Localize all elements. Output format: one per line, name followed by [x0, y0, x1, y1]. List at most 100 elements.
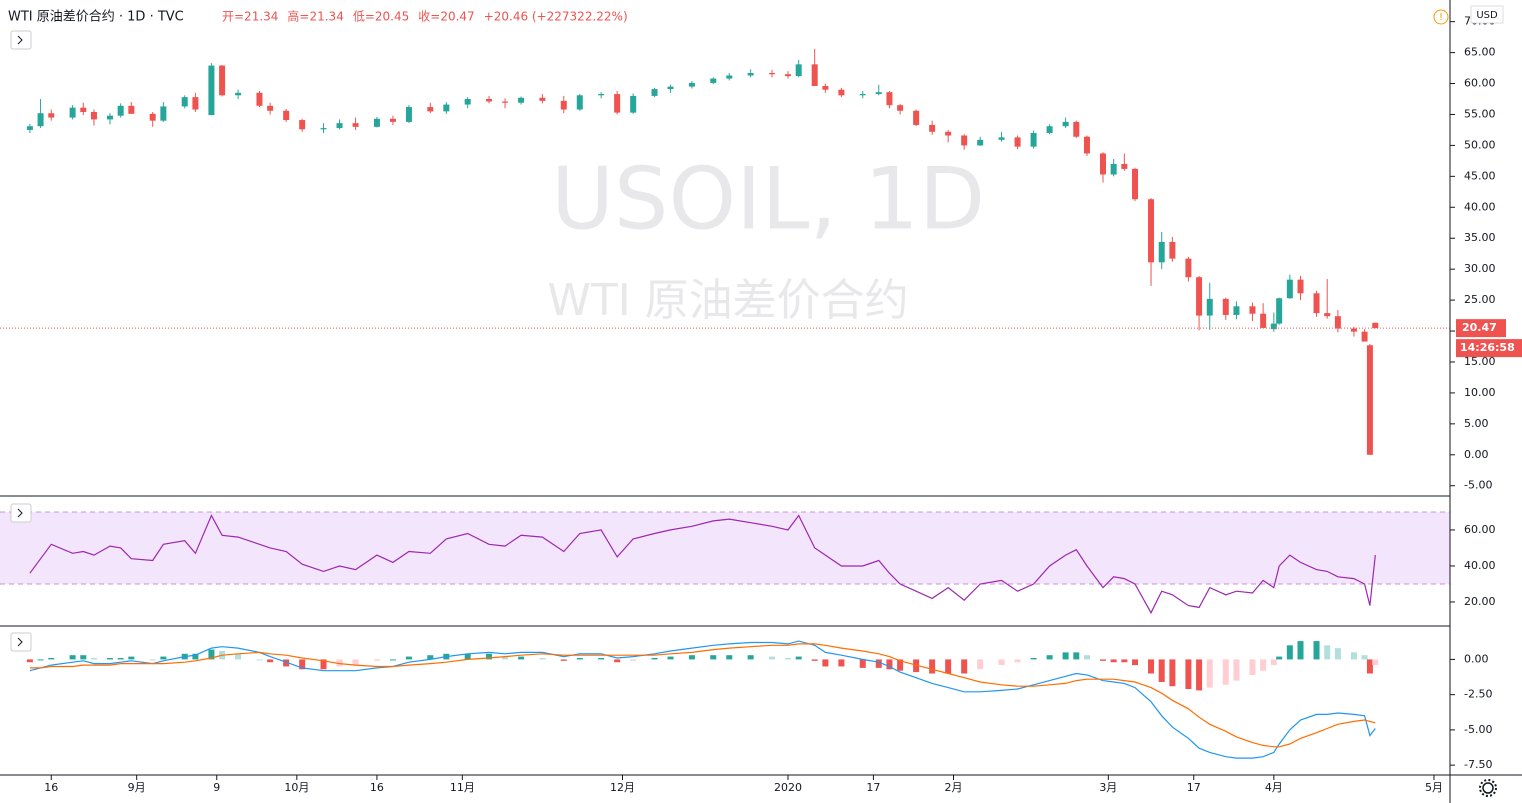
ohlc-item: 高=21.34: [287, 9, 343, 24]
histogram-bar: [1206, 659, 1213, 688]
histogram-bar: [1350, 652, 1357, 660]
histogram-bar: [560, 659, 567, 661]
histogram-bar: [149, 659, 156, 661]
x-tick-label: 12月: [610, 781, 635, 794]
candle-body: [614, 94, 621, 113]
candle-body: [859, 94, 866, 96]
candle-body: [352, 123, 359, 127]
candle-body: [897, 105, 904, 111]
candle-body: [90, 111, 97, 120]
candle-body: [651, 89, 658, 96]
histogram-bar: [961, 659, 968, 674]
candle-body: [875, 92, 882, 95]
candle-body: [560, 100, 567, 110]
candle-body: [913, 110, 920, 125]
candle-body: [630, 95, 637, 113]
candle-body: [822, 86, 829, 90]
histogram-bar: [1276, 656, 1283, 660]
candle-body: [1222, 298, 1229, 315]
histogram-bar: [1313, 641, 1320, 660]
candle-body: [1030, 133, 1037, 147]
y-tick-label: 30.00: [1464, 262, 1496, 275]
candle-body: [502, 101, 509, 103]
histogram-bar: [1073, 652, 1080, 660]
histogram-bar: [998, 659, 1005, 666]
ohlc-item: 低=20.45: [353, 10, 409, 24]
candle-body: [160, 106, 167, 121]
warning-icon[interactable]: [1433, 9, 1449, 25]
candle-body: [929, 124, 936, 132]
histogram-bar: [875, 659, 882, 668]
collapse-button[interactable]: [10, 632, 32, 652]
candle-body: [235, 92, 242, 96]
collapse-button[interactable]: [10, 503, 32, 523]
candle-body: [1158, 241, 1165, 263]
candle-body: [1361, 331, 1368, 342]
histogram-bar: [1132, 659, 1139, 666]
ohlc: 开=21.34 高=21.34 低=20.45 收=20.47 +20.46 (+227…: [222, 9, 628, 24]
candle-body: [117, 105, 124, 116]
histogram-bar: [48, 658, 55, 660]
y-tick-label: 15.00: [1464, 355, 1496, 368]
candle-body: [1110, 163, 1117, 175]
candle-body: [1196, 277, 1203, 316]
histogram-bar: [352, 659, 359, 666]
candle-body: [795, 64, 802, 77]
candle-body: [128, 105, 135, 114]
candle-body: [389, 118, 396, 122]
y-tick-label: -2.50: [1464, 688, 1492, 701]
candle-body: [688, 82, 695, 87]
x-tick-label: 3月: [1099, 781, 1117, 794]
y-tick-label: -7.50: [1464, 758, 1492, 771]
watermark-sub: WTI 原油差价合约: [547, 275, 908, 326]
y-tick-label: -5.00: [1464, 479, 1492, 492]
candle-body: [320, 128, 327, 130]
histogram-bar: [1121, 659, 1128, 663]
candle-body: [486, 99, 493, 102]
candle-body: [1372, 322, 1379, 329]
rsi-band: [0, 511, 1450, 584]
candle-body: [576, 95, 583, 110]
settings-icon[interactable]: [1479, 779, 1497, 797]
histogram-bar: [667, 656, 674, 660]
histogram-bar: [389, 659, 396, 661]
histogram-bar: [977, 659, 984, 670]
y-tick-label: 45.00: [1464, 169, 1496, 182]
candle-body: [1286, 279, 1293, 299]
y-tick-label: 50.00: [1464, 138, 1496, 151]
histogram-bar: [1014, 659, 1021, 663]
ohlc-item: +20.46 (+227322.22%): [484, 10, 628, 24]
histogram-bar: [1324, 645, 1331, 660]
histogram-bar: [1030, 658, 1037, 660]
candle-body: [192, 97, 199, 110]
candle-body: [1313, 293, 1320, 314]
histogram-bar: [336, 659, 343, 667]
histogram-bar: [929, 659, 936, 674]
candle-body: [405, 107, 412, 122]
histogram-bar: [486, 653, 493, 660]
histogram-bar: [886, 659, 893, 670]
x-tick-label: 2020: [774, 781, 802, 794]
candle-body: [1073, 121, 1080, 137]
watermark: USOIL, 1D: [551, 149, 985, 249]
candle-body: [1334, 316, 1341, 329]
candle-body: [1276, 298, 1283, 324]
histogram-bar: [1169, 659, 1176, 687]
histogram-bar: [913, 659, 920, 673]
candle-body: [1046, 126, 1053, 134]
histogram-bar: [80, 655, 87, 660]
histogram-bar: [710, 655, 717, 660]
histogram-bar: [838, 659, 845, 667]
candle-body: [1366, 345, 1373, 455]
candle-body: [26, 126, 33, 130]
candle-body: [1099, 153, 1106, 175]
histogram-bar: [1249, 659, 1256, 675]
collapse-button[interactable]: [10, 30, 32, 50]
histogram-bar: [630, 659, 637, 661]
histogram-bar: [1110, 659, 1117, 663]
candle-body: [219, 65, 226, 96]
rsi-line: [29, 514, 1376, 615]
candle-body: [1169, 241, 1176, 259]
candle-body: [106, 115, 113, 120]
